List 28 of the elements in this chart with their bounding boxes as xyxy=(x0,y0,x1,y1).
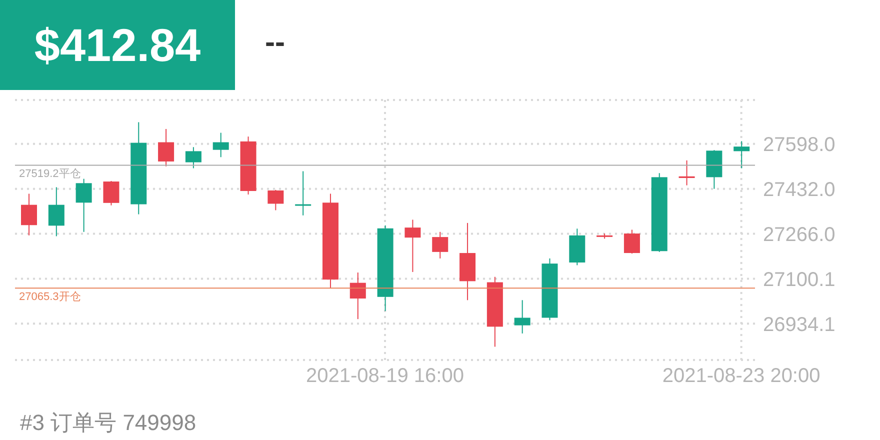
candlestick xyxy=(432,231,448,259)
ref-line-label: 27519.2平仓 xyxy=(19,168,81,180)
candlestick xyxy=(21,193,37,236)
candlestick xyxy=(212,132,229,158)
y-tick-label: 27266.0 xyxy=(763,224,836,246)
candlestick xyxy=(76,178,92,232)
candlestick xyxy=(734,140,750,169)
text: #3 订单号 749998 xyxy=(20,409,196,437)
x-tick-label: 2021-08-19 16:00 xyxy=(306,365,464,388)
y-tick-label: 27598.0 xyxy=(763,134,836,156)
candlestick xyxy=(158,128,174,167)
candlestick xyxy=(350,272,366,320)
chart-title: $412.84 xyxy=(0,0,235,90)
y-tick-label: 27432.0 xyxy=(763,178,836,201)
chart-subtitle: -- xyxy=(265,26,285,60)
x-tick-label: 2021-08-23 20:00 xyxy=(662,365,820,388)
candlestick xyxy=(268,189,284,211)
candlestick xyxy=(103,180,120,206)
y-tick-label: 27100.1 xyxy=(763,268,836,291)
candlestick xyxy=(295,170,312,216)
candlestick xyxy=(185,146,202,169)
ref-line-label: 27065.3开仓 xyxy=(19,290,81,303)
candlestick xyxy=(624,229,640,254)
candlestick xyxy=(678,160,695,186)
candlestick xyxy=(404,219,421,272)
y-tick-label: 26934.1 xyxy=(763,314,836,336)
candlestick xyxy=(514,300,530,334)
candlestick xyxy=(48,186,64,237)
